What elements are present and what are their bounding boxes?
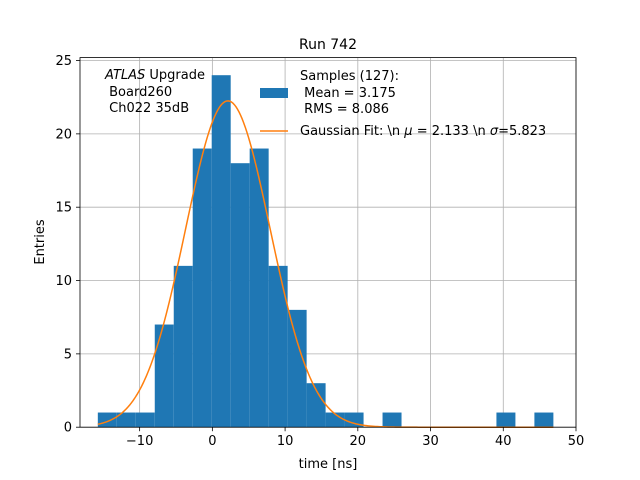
x-tick-label: 40 — [495, 434, 512, 449]
y-tick-label: 0 — [64, 421, 72, 436]
histogram-bar — [344, 412, 364, 428]
histogram-bars — [97, 75, 554, 428]
x-tick-label: −10 — [126, 434, 153, 449]
chart-title: Run 742 — [299, 37, 357, 53]
x-axis-label: time [ns] — [299, 457, 358, 472]
histogram-bar — [97, 412, 117, 428]
histogram-bar — [116, 412, 136, 428]
legend-samples-line2: Mean = 3.175 — [300, 86, 396, 101]
legend-fit-label: Gaussian Fit: \n μ = 2.133 \n σ=5.823 — [300, 124, 546, 139]
y-axis-label: Entries — [33, 219, 48, 265]
legend: Samples (127): Mean = 3.175 RMS = 8.086 … — [260, 69, 546, 139]
histogram-bar — [230, 163, 250, 428]
histogram-bar — [211, 75, 231, 428]
histogram-bar — [192, 148, 212, 428]
y-tick-label: 25 — [55, 54, 72, 69]
histogram-bar — [534, 412, 554, 428]
y-tick-label: 15 — [55, 201, 72, 216]
legend-samples-swatch — [260, 88, 288, 98]
histogram-bar — [287, 309, 307, 428]
atlas-label: ATLAS — [104, 68, 145, 83]
atlas-upgrade-label: Upgrade — [145, 68, 205, 83]
x-tick-label: 0 — [208, 434, 216, 449]
histogram-bar — [154, 324, 174, 428]
svg-text:ATLAS Upgrade: ATLAS Upgrade — [104, 68, 205, 83]
y-tick-label: 20 — [55, 127, 72, 142]
histogram-bar — [173, 265, 193, 428]
annotation-channel: Ch022 35dB — [105, 101, 189, 116]
x-tick-label: 30 — [422, 434, 439, 449]
legend-samples-line3: RMS = 8.086 — [300, 102, 389, 117]
histogram-bar — [382, 412, 402, 428]
legend-samples-line1: Samples (127): — [300, 69, 399, 84]
x-axis-ticks: −10 0 10 20 30 40 50 — [126, 427, 584, 449]
histogram-bar — [268, 265, 288, 428]
plot-frame — [79, 57, 577, 428]
x-tick-label: 20 — [350, 434, 367, 449]
y-tick-label: 10 — [55, 274, 72, 289]
atlas-annotation: ATLAS Upgrade Board260 Ch022 35dB — [104, 68, 205, 116]
histogram-bar — [325, 412, 345, 428]
histogram-bar — [496, 412, 516, 428]
x-tick-label: 50 — [568, 434, 585, 449]
y-axis-ticks: 0 5 10 15 20 25 — [55, 54, 80, 436]
grid-lines — [80, 57, 577, 428]
histogram-bar — [306, 383, 326, 428]
y-tick-label: 5 — [64, 347, 72, 362]
histogram-bar — [135, 412, 155, 428]
histogram-bar — [249, 148, 269, 428]
annotation-board: Board260 — [105, 85, 172, 100]
x-tick-label: 10 — [277, 434, 294, 449]
